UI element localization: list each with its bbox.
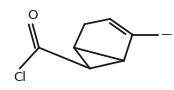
Text: Cl: Cl	[13, 71, 26, 84]
Text: —: —	[160, 30, 171, 40]
Text: O: O	[27, 9, 38, 22]
